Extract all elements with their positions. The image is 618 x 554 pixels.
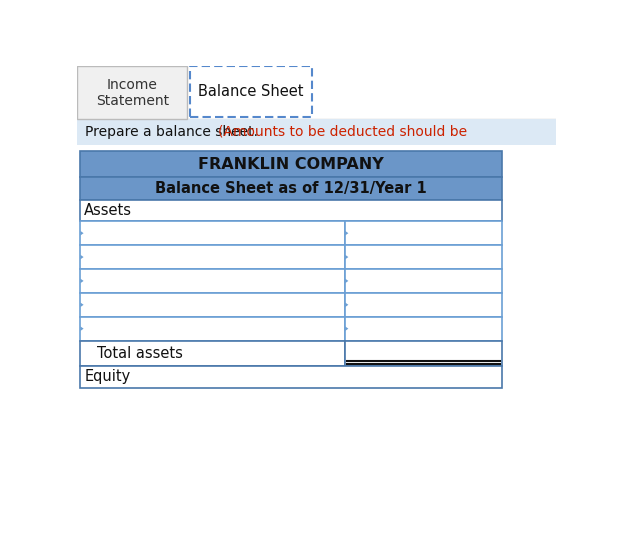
Bar <box>345 269 502 293</box>
Text: Balance Sheet: Balance Sheet <box>198 84 303 99</box>
Bar <box>345 221 502 245</box>
Bar <box>80 221 345 245</box>
Text: (Amounts to be deducted should be: (Amounts to be deducted should be <box>218 125 467 139</box>
Polygon shape <box>345 255 349 259</box>
Polygon shape <box>345 326 349 331</box>
Polygon shape <box>80 255 83 259</box>
Bar <box>345 317 502 341</box>
Bar <box>80 245 345 269</box>
Text: Prepare a balance sheet.: Prepare a balance sheet. <box>85 125 263 139</box>
Bar <box>345 293 502 317</box>
Text: Assets: Assets <box>84 203 132 218</box>
Polygon shape <box>345 302 349 307</box>
Bar <box>77 66 187 119</box>
Text: Equity: Equity <box>84 370 130 384</box>
Text: Total assets: Total assets <box>98 346 184 361</box>
Bar <box>80 201 502 221</box>
Text: Income
Statement: Income Statement <box>96 78 169 108</box>
Bar <box>190 66 312 117</box>
Bar <box>80 366 502 388</box>
Bar <box>80 269 345 293</box>
Bar <box>345 341 502 366</box>
Bar <box>345 245 502 269</box>
Bar <box>80 177 502 201</box>
Bar <box>80 293 345 317</box>
Bar <box>80 151 502 177</box>
Polygon shape <box>80 326 83 331</box>
Bar <box>80 317 345 341</box>
Polygon shape <box>345 279 349 283</box>
Polygon shape <box>345 231 349 235</box>
Bar <box>77 119 556 145</box>
Polygon shape <box>80 302 83 307</box>
Text: Balance Sheet as of 12/31/Year 1: Balance Sheet as of 12/31/Year 1 <box>155 181 427 197</box>
Text: FRANKLIN COMPANY: FRANKLIN COMPANY <box>198 157 384 172</box>
Bar <box>80 341 345 366</box>
Polygon shape <box>80 231 83 235</box>
Polygon shape <box>80 279 83 283</box>
